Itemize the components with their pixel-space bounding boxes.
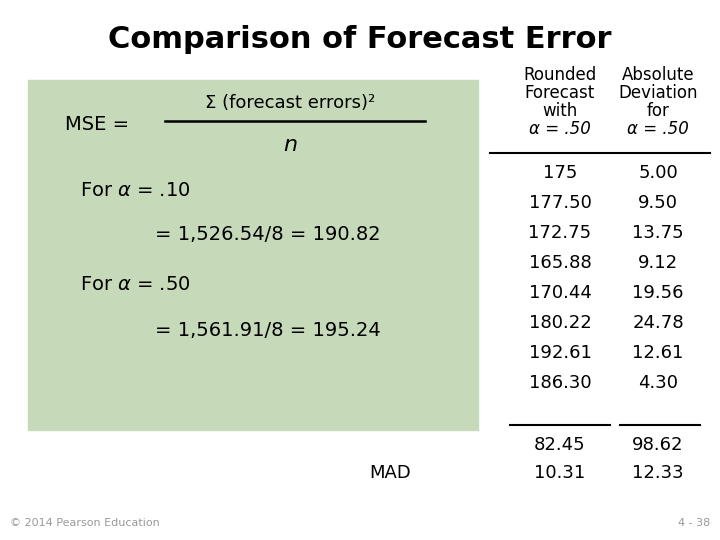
Text: with: with xyxy=(542,102,577,120)
Text: 4 - 38: 4 - 38 xyxy=(678,518,710,528)
Text: 4.30: 4.30 xyxy=(638,374,678,392)
Text: $n$: $n$ xyxy=(283,135,297,155)
Text: 186.30: 186.30 xyxy=(528,374,591,392)
Text: Rounded: Rounded xyxy=(523,66,597,84)
Text: 192.61: 192.61 xyxy=(528,344,591,362)
Text: MSE =: MSE = xyxy=(65,116,129,134)
Text: 24.78: 24.78 xyxy=(632,314,684,332)
Text: © 2014 Pearson Education: © 2014 Pearson Education xyxy=(10,518,160,528)
Text: 175: 175 xyxy=(543,164,577,182)
Text: 172.75: 172.75 xyxy=(528,224,592,242)
Text: For $\alpha$ = .50: For $\alpha$ = .50 xyxy=(80,275,191,294)
Text: MAD: MAD xyxy=(369,464,411,482)
Bar xyxy=(28,80,478,430)
Text: = 1,526.54/8 = 190.82: = 1,526.54/8 = 190.82 xyxy=(155,226,381,245)
Text: 5.00: 5.00 xyxy=(638,164,678,182)
Text: 19.56: 19.56 xyxy=(632,284,684,302)
Text: Comparison of Forecast Error: Comparison of Forecast Error xyxy=(108,25,612,55)
Text: 12.33: 12.33 xyxy=(632,464,684,482)
Text: For $\alpha$ = .10: For $\alpha$ = .10 xyxy=(80,180,191,199)
Text: Deviation: Deviation xyxy=(618,84,698,102)
Text: 13.75: 13.75 xyxy=(632,224,684,242)
Text: 177.50: 177.50 xyxy=(528,194,591,212)
Text: = 1,561.91/8 = 195.24: = 1,561.91/8 = 195.24 xyxy=(155,321,381,340)
Text: 10.31: 10.31 xyxy=(534,464,585,482)
Text: Absolute: Absolute xyxy=(621,66,694,84)
Text: 9.50: 9.50 xyxy=(638,194,678,212)
Text: 98.62: 98.62 xyxy=(632,436,684,454)
Text: α = .50: α = .50 xyxy=(627,120,689,138)
Text: 9.12: 9.12 xyxy=(638,254,678,272)
Text: 8    182    170.22    3.78: 8 182 170.22 3.78 xyxy=(60,404,260,422)
Text: for: for xyxy=(647,102,670,120)
Text: α = .50: α = .50 xyxy=(529,120,591,138)
Text: 180.22: 180.22 xyxy=(528,314,591,332)
Text: 12.61: 12.61 xyxy=(632,344,684,362)
Text: Forecast: Forecast xyxy=(525,84,595,102)
Text: 170.44: 170.44 xyxy=(528,284,591,302)
Text: Σ (forecast errors)²: Σ (forecast errors)² xyxy=(205,94,375,112)
Text: 165.88: 165.88 xyxy=(528,254,591,272)
Text: 82.45: 82.45 xyxy=(534,436,586,454)
